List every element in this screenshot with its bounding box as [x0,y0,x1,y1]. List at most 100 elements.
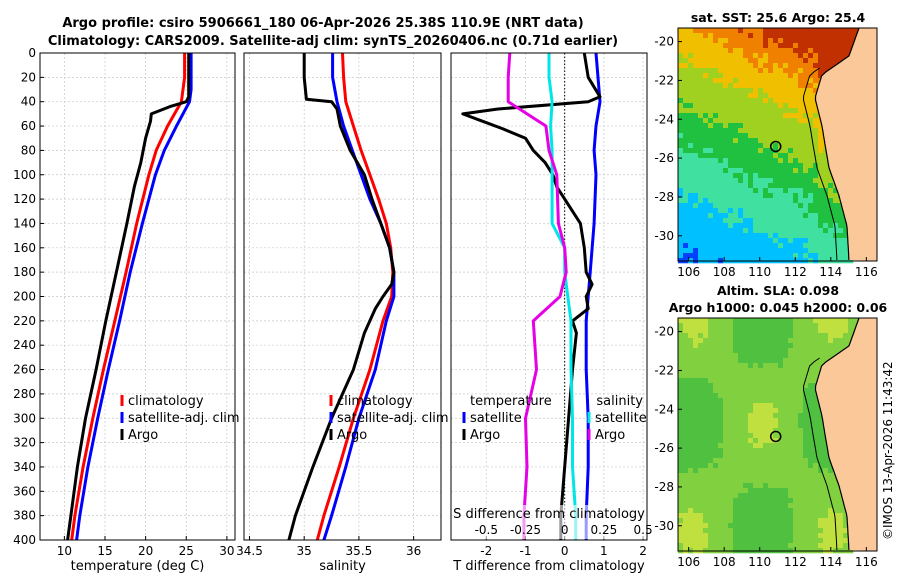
map-cell [788,423,794,429]
map-cell [708,148,714,154]
map-cell [813,233,819,239]
map-cell [728,523,734,529]
map-cell [698,358,704,364]
map-title: Altim. SLA: 0.098 [717,283,839,298]
map-cell [823,253,829,259]
y-tick-label: 180 [13,265,36,279]
map-cell [768,248,774,254]
map-cell [798,78,804,84]
map-cell [798,33,804,39]
map-cell [693,218,699,224]
map-cell [703,253,709,259]
map-cell [818,538,824,544]
map-cell [818,543,824,549]
map-cell [823,333,829,339]
x-tick-label: -1 [519,544,531,558]
map-cell [818,203,824,209]
legend-label: Argo [128,428,158,443]
map-cell [793,168,799,174]
map-cell [828,173,834,179]
map-cell [763,53,769,59]
map-cell [823,158,829,164]
map-cell [733,118,739,124]
map-cell [723,373,729,379]
map-cell [748,198,754,204]
map-cell [758,173,764,179]
map-cell [783,508,789,514]
map-cell [713,223,719,229]
map-cell [818,483,824,489]
map-cell [793,368,799,374]
map-cell [808,208,814,214]
map-cell [788,408,794,414]
map-cell [703,483,709,489]
map-cell [808,383,814,389]
map-cell [828,178,834,184]
map-cell [723,68,729,74]
map-cell [683,348,689,354]
map-cell [843,228,849,234]
map-cell [738,173,744,179]
map-cell [738,488,744,494]
map-cell [703,338,709,344]
map-cell [783,433,789,439]
map-cell [848,333,854,339]
map-cell [768,73,774,79]
map-cell [753,143,759,149]
map-cell [713,458,719,464]
map-cell [793,228,799,234]
map-cell [758,223,764,229]
map-cell [723,453,729,459]
map-cell [703,333,709,339]
map-cell [708,253,714,259]
map-cell [823,248,829,254]
map-cell [808,358,814,364]
map-cell [703,523,709,529]
map-cell [698,383,704,389]
map-cell [753,413,759,419]
map-cell [808,338,814,344]
map-cell [773,53,779,59]
map-cell [713,353,719,359]
map-cell [808,108,814,114]
map-cell [783,463,789,469]
map-cell [718,403,724,409]
map-cell [793,333,799,339]
map-cell [793,358,799,364]
map-cell [753,378,759,384]
map-cell [728,83,734,89]
map-cell [698,103,704,109]
map-cell [698,433,704,439]
map-cell [838,328,844,334]
map-cell [683,463,689,469]
map-cell [748,493,754,499]
map-cell [708,203,714,209]
map-cell [813,33,819,39]
map-cell [713,543,719,549]
x-tick-label: 20 [138,544,153,558]
map-cell [683,238,689,244]
map-cell [803,408,809,414]
map-cell [733,448,739,454]
map-cell [768,423,774,429]
map-cell [743,138,749,144]
map-cell [718,423,724,429]
map-cell [678,173,684,179]
map-cell [708,348,714,354]
map-cell [753,463,759,469]
map-cell [828,28,834,34]
map-cell [698,48,704,54]
map-cell [793,473,799,479]
map-cell [758,438,764,444]
map-cell [783,543,789,549]
map-cell [778,153,784,159]
map-cell [803,393,809,399]
map-cell [728,413,734,419]
map-cell [793,418,799,424]
map-cell [793,183,799,189]
map-cell [788,113,794,119]
map-cell [713,113,719,119]
map-cell [803,133,809,139]
map-cell [753,123,759,129]
map-cell [758,243,764,249]
